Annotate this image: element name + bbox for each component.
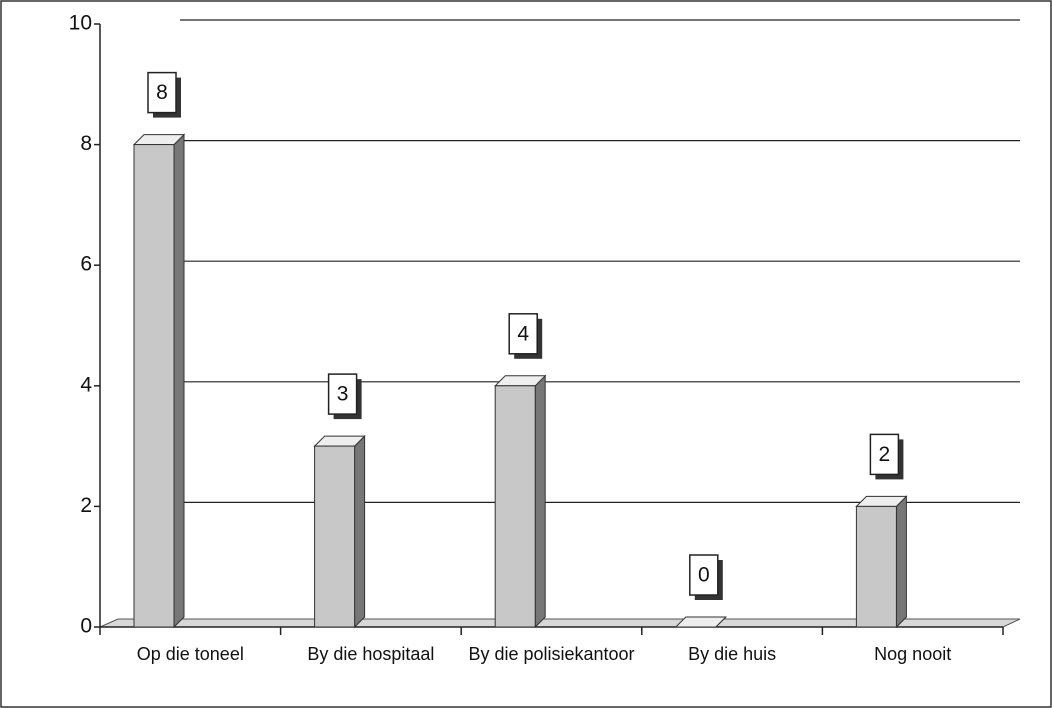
data-label: 4	[517, 322, 529, 345]
bar	[493, 374, 547, 629]
y-tick-label: 10	[69, 12, 92, 35]
data-label: 8	[156, 81, 168, 104]
bar-front	[314, 445, 356, 628]
bar-side	[534, 374, 546, 629]
label-box	[689, 554, 719, 596]
bar-front	[855, 505, 897, 628]
bar-front	[133, 144, 175, 628]
data-label: 0	[698, 564, 710, 587]
bar-side	[354, 434, 366, 629]
x-tick-label: By die huis	[688, 644, 777, 664]
data-label: 3	[337, 383, 349, 406]
bar-front	[494, 385, 536, 628]
label-box	[147, 71, 177, 114]
x-tick-label: By die hospitaal	[307, 644, 435, 664]
y-tick-label: 4	[80, 373, 92, 396]
y-tick-label: 8	[80, 132, 92, 155]
bar	[132, 133, 186, 629]
bar-side	[173, 133, 185, 629]
x-tick-label: Op die toneel	[136, 644, 244, 664]
bar-side	[895, 495, 907, 629]
bar-top	[674, 616, 728, 628]
label-box	[869, 433, 900, 476]
y-tick-label: 2	[80, 494, 92, 517]
x-tick-label: Nog nooit	[874, 644, 952, 664]
y-tick-label: 0	[80, 615, 92, 638]
bar	[313, 434, 366, 629]
x-tick-label: By die polisiekantoor	[468, 644, 635, 664]
data-label: 2	[879, 443, 891, 466]
label-box	[508, 313, 538, 355]
y-tick-label: 6	[80, 253, 92, 276]
bar	[674, 616, 728, 628]
label-box	[327, 373, 358, 415]
bar	[855, 495, 908, 629]
